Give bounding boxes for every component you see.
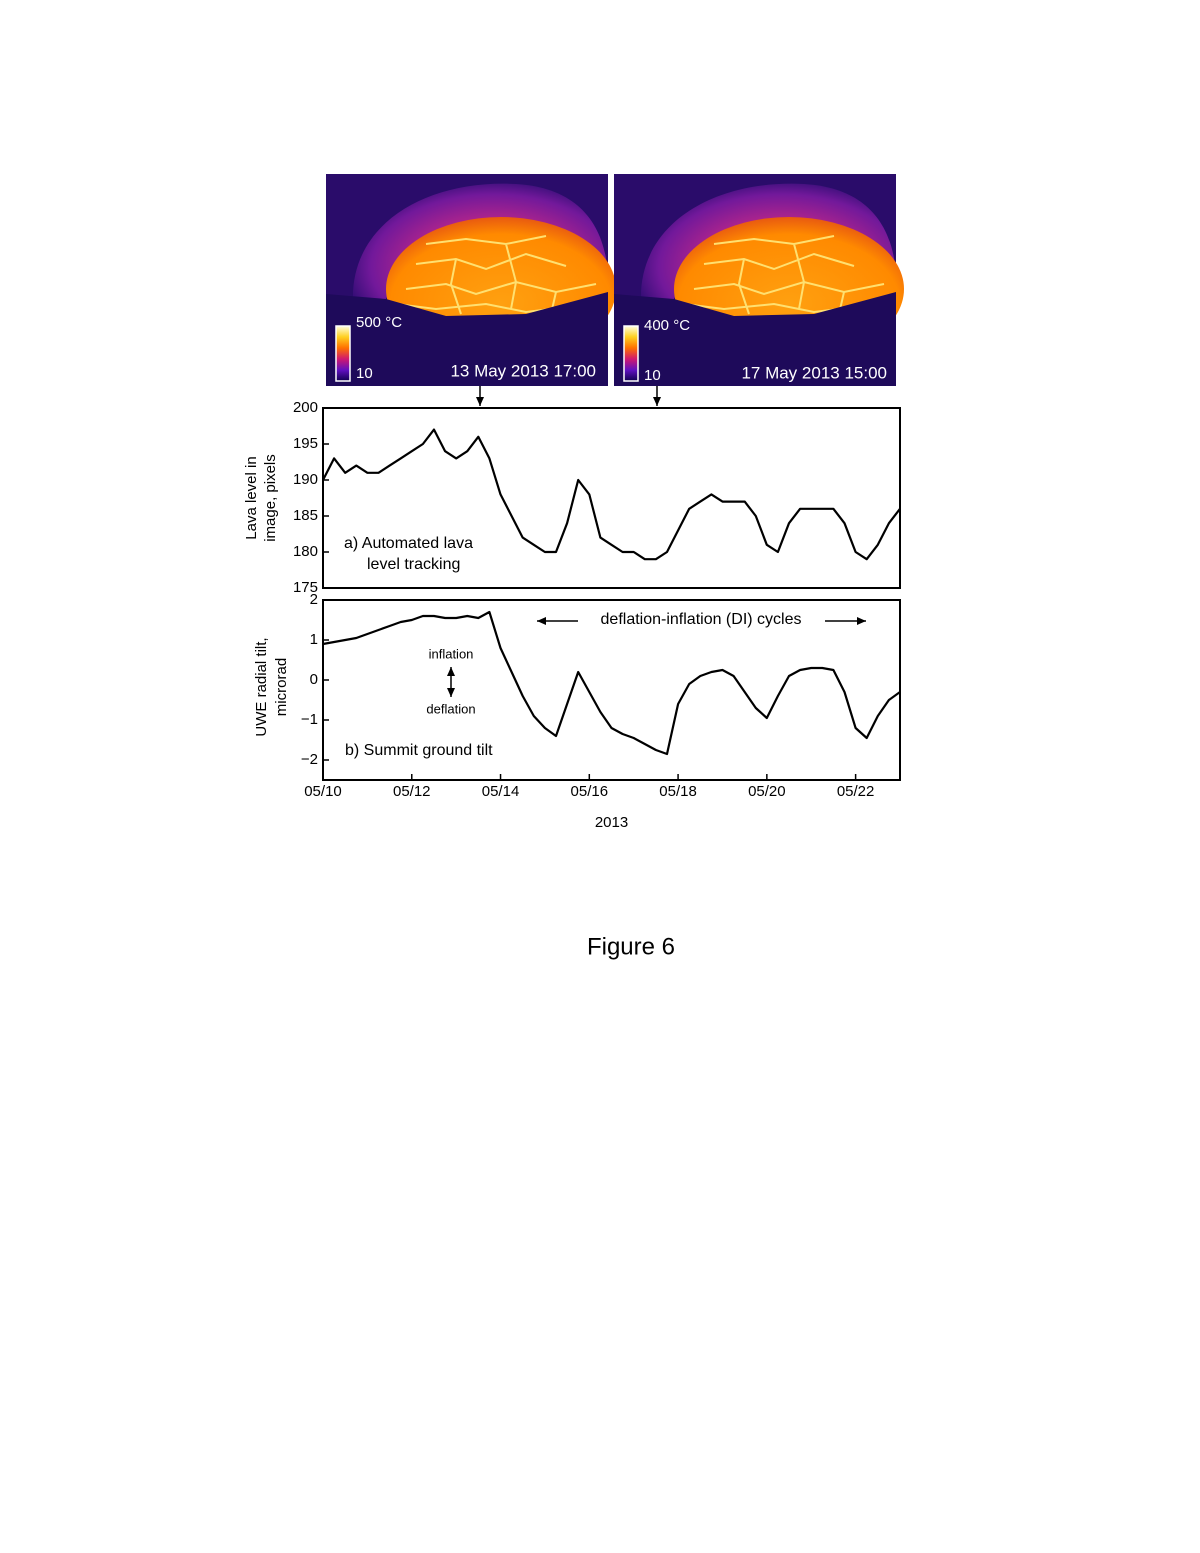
annotation: deflation — [426, 701, 475, 716]
y-tick-label: 200 — [293, 399, 318, 416]
y-tick-label: 175 — [293, 579, 318, 596]
colorbar-max: 500 °C — [356, 314, 402, 331]
colorbar-max: 400 °C — [644, 317, 690, 334]
plot-frame — [322, 407, 901, 589]
y-axis-label: image, pixels — [262, 454, 279, 542]
x-tick-label: 05/18 — [659, 783, 697, 800]
y-tick-label: 1 — [310, 631, 318, 648]
x-axis-label: 2013 — [595, 814, 628, 831]
figure-label: Figure 6 — [587, 933, 675, 960]
y-tick-label: 180 — [293, 543, 318, 560]
image-caption: 13 May 2013 17:00 — [450, 361, 596, 380]
annotation: level tracking — [367, 556, 460, 573]
colorbar-min: 10 — [356, 365, 373, 382]
x-tick-label: 05/22 — [837, 783, 875, 800]
x-tick-label: 05/14 — [482, 783, 520, 800]
annotation: a) Automated lava — [344, 535, 473, 552]
x-tick-label: 05/12 — [393, 783, 431, 800]
x-tick-label: 05/20 — [748, 783, 786, 800]
plot-frame — [322, 599, 901, 781]
image-2 — [613, 173, 905, 387]
y-tick-label: 0 — [310, 671, 318, 688]
annotation: b) Summit ground tilt — [345, 742, 493, 759]
y-tick-label: −2 — [301, 751, 318, 768]
y-axis-label: Lava level in — [243, 456, 260, 539]
x-tick-label: 05/10 — [304, 783, 342, 800]
annotation: deflation-inflation (DI) cycles — [601, 611, 802, 628]
annotation: inflation — [429, 646, 474, 661]
colorbar-min: 10 — [644, 367, 661, 384]
image-1 — [325, 173, 617, 387]
y-tick-label: 190 — [293, 471, 318, 488]
y-axis-label: UWE radial tilt, — [253, 637, 270, 736]
data-line — [322, 428, 901, 561]
y-axis-label: microrad — [273, 658, 290, 716]
data-line — [322, 610, 901, 756]
y-tick-label: 195 — [293, 435, 318, 452]
x-tick-label: 05/16 — [571, 783, 609, 800]
y-tick-label: −1 — [301, 711, 318, 728]
y-tick-label: 2 — [310, 591, 318, 608]
y-tick-label: 185 — [293, 507, 318, 524]
image-caption: 17 May 2013 15:00 — [741, 363, 887, 382]
